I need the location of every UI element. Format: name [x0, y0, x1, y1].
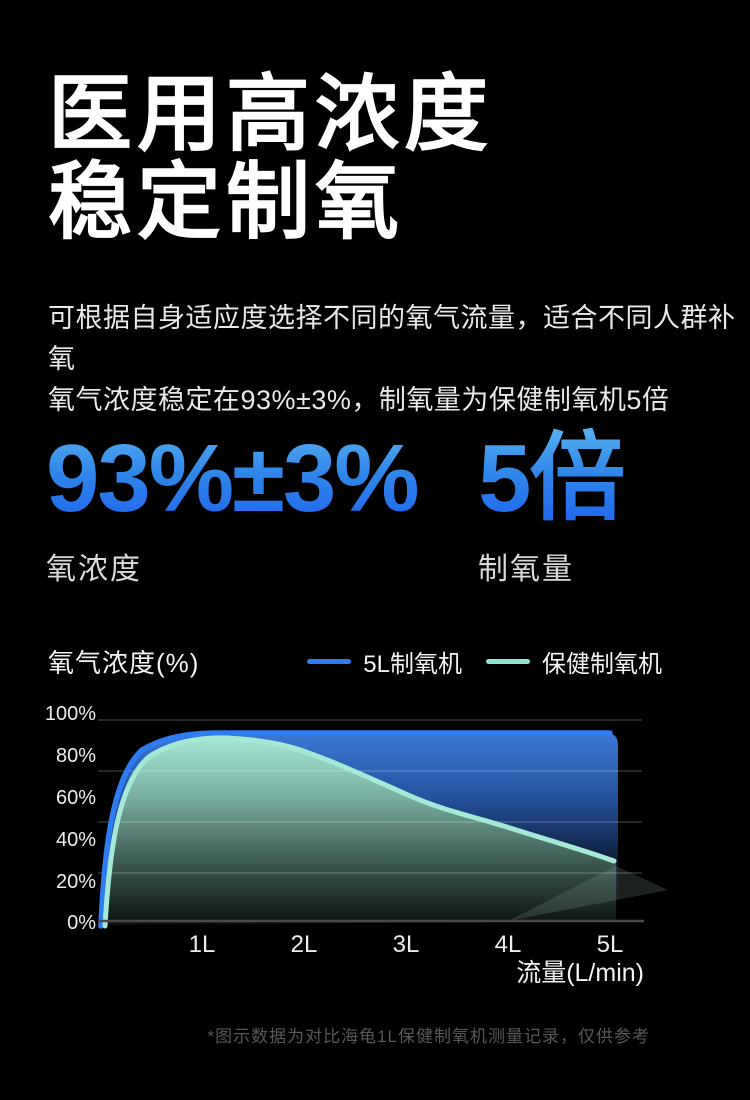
x-tick: 4L	[495, 931, 522, 958]
stat-oxygen-output: 5倍 制氧量	[478, 425, 625, 588]
y-tick: 40%	[56, 829, 96, 851]
chart-legend: 5L制氧机 保健制氧机	[307, 644, 662, 679]
y-tick: 60%	[56, 787, 96, 809]
x-tick: 2L	[291, 931, 318, 958]
description: 可根据自身适应度选择不同的氧气流量，适合不同人群补氧 氧气浓度稳定在93%±3%…	[48, 298, 750, 421]
x-tick: 1L	[189, 931, 216, 958]
description-line-2: 氧气浓度稳定在93%±3%，制氧量为保健制氧机5倍	[48, 385, 670, 415]
chart-header: 氧气浓度(%) 5L制氧机 保健制氧机	[48, 644, 662, 678]
shadow-wedge	[508, 866, 668, 921]
title-line-1: 医用高浓度	[48, 67, 494, 161]
area-health-machine	[105, 737, 616, 925]
line-5l-machine	[98, 730, 613, 929]
stat-value: 5倍	[478, 425, 625, 532]
x-tick: 3L	[393, 931, 420, 958]
x-axis-title: 流量(L/min)	[516, 959, 644, 987]
legend-item-health: 保健制氧机	[486, 644, 662, 679]
page-title: 医用高浓度 稳定制氧	[48, 70, 493, 246]
legend-label: 5L制氧机	[363, 650, 462, 678]
stat-oxygen-concentration: 93%±3% 氧浓度	[46, 425, 420, 588]
y-tick: 80%	[56, 745, 96, 767]
title-line-2: 稳定制氧	[48, 155, 405, 249]
y-tick-labels: 100% 80% 60% 40% 20% 0%	[45, 703, 96, 934]
y-tick: 100%	[45, 703, 96, 725]
gridlines	[98, 719, 642, 874]
legend-swatch-teal-line-icon	[486, 658, 530, 664]
footnote: *图示数据为对比海龟1L保健制氧机测量记录，仅供参考	[207, 1027, 650, 1046]
oxygen-concentration-chart: 100% 80% 60% 40% 20% 0% 1L 2L 3L 4L 5L 流…	[45, 703, 668, 987]
stat-label: 氧浓度	[46, 553, 142, 586]
stat-label: 制氧量	[478, 553, 574, 586]
stat-value: 93%±3%	[46, 425, 420, 532]
description-line-1: 可根据自身适应度选择不同的氧气流量，适合不同人群补氧	[48, 303, 736, 374]
legend-swatch-blue-line-icon	[307, 658, 352, 664]
legend-label: 保健制氧机	[542, 650, 662, 678]
x-tick: 5L	[597, 931, 624, 958]
legend-item-5l: 5L制氧机	[307, 644, 462, 679]
y-axis-title: 氧气浓度(%)	[48, 647, 200, 678]
x-tick-labels: 1L 2L 3L 4L 5L	[189, 931, 624, 958]
line-health-machine	[102, 735, 617, 929]
y-tick: 20%	[56, 871, 96, 893]
y-tick: 0%	[67, 912, 96, 934]
